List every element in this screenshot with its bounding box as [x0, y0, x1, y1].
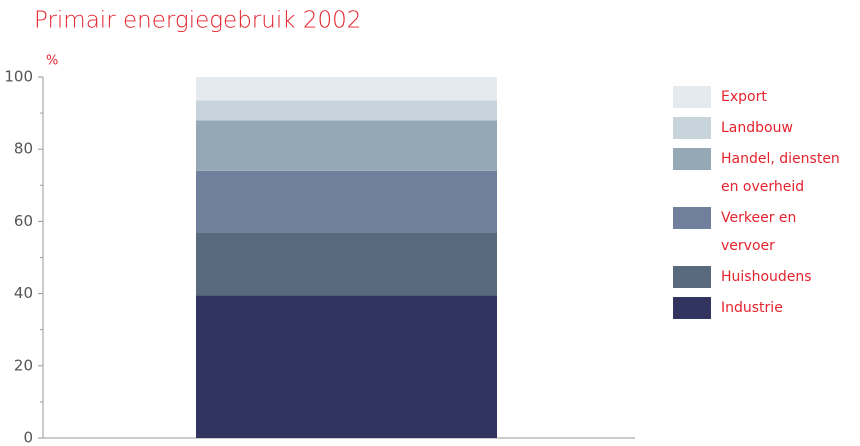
- legend-swatch: [673, 86, 711, 108]
- bar-segment: [196, 100, 497, 121]
- y-tick-label: 40: [14, 284, 33, 302]
- legend-label: Export: [721, 89, 767, 105]
- legend: Export Landbouw Handel, diensten en overhe…: [673, 86, 846, 328]
- legend-swatch: [673, 207, 711, 229]
- legend-label: Verkeer en vervoer: [721, 210, 797, 254]
- legend-swatch: [673, 148, 711, 170]
- legend-label: Landbouw: [721, 120, 793, 136]
- legend-item: Verkeer en vervoer: [673, 207, 846, 260]
- legend-swatch: [673, 266, 711, 288]
- legend-label: Huishoudens: [721, 269, 812, 285]
- y-tick-label: 0: [23, 429, 33, 446]
- legend-item: Landbouw: [673, 117, 846, 142]
- bar-segment: [196, 170, 497, 233]
- bar-segment: [196, 120, 497, 171]
- y-tick-label: 20: [14, 356, 33, 374]
- legend-item: Huishoudens: [673, 266, 846, 291]
- legend-swatch: [673, 297, 711, 319]
- legend-item: Industrie: [673, 297, 846, 322]
- bar-segment: [196, 295, 497, 438]
- legend-label: Industrie: [721, 300, 783, 316]
- legend-item: Export: [673, 86, 846, 111]
- y-tick-label: 100: [4, 68, 33, 86]
- legend-item: Handel, diensten en overheid: [673, 148, 846, 201]
- legend-label: Handel, diensten en overheid: [721, 151, 840, 195]
- y-tick-label: 60: [14, 212, 33, 230]
- y-unit: %: [46, 54, 58, 69]
- y-tick-label: 80: [14, 140, 33, 158]
- bar-segment: [196, 232, 497, 296]
- legend-swatch: [673, 117, 711, 139]
- bar-segment: [196, 77, 497, 101]
- chart-title: Primair energiegebruik 2002: [34, 8, 361, 34]
